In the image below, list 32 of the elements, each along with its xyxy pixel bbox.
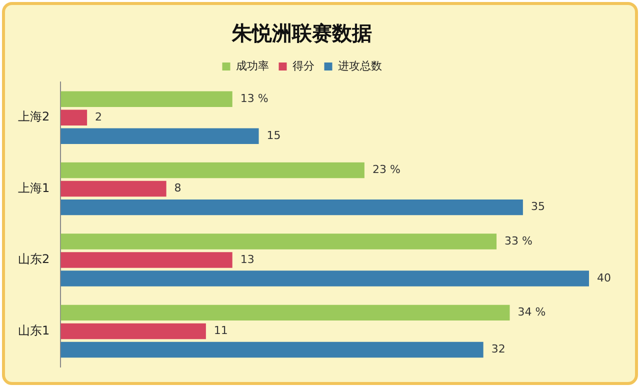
- bar: [60, 110, 88, 126]
- bar: [60, 342, 484, 358]
- bar: [60, 304, 510, 321]
- bar: [60, 91, 232, 107]
- data-label: 8: [174, 182, 182, 195]
- data-label: 11: [214, 324, 228, 338]
- data-label: 35: [530, 200, 545, 214]
- bar: [60, 234, 497, 250]
- data-label: 2: [95, 110, 102, 124]
- chart-title: 朱悦洲联赛数据: [231, 21, 372, 46]
- bar: [60, 128, 259, 144]
- data-label: 23 %: [372, 163, 400, 176]
- bar: [60, 199, 523, 216]
- bar: [60, 252, 232, 268]
- bar: [60, 180, 166, 197]
- data-label: 33 %: [504, 234, 532, 248]
- legend-label: 进攻总数: [338, 59, 382, 72]
- bar: [60, 323, 206, 340]
- y-tick-label: 上海2: [18, 110, 50, 124]
- data-label: 13 %: [240, 92, 268, 105]
- data-label: 15: [266, 128, 281, 142]
- data-label: 40: [597, 271, 611, 284]
- legend-label: 得分: [292, 59, 314, 72]
- data-label: 32: [491, 342, 506, 356]
- y-tick-label: 上海1: [18, 180, 50, 195]
- legend-label: 成功率: [236, 59, 269, 72]
- y-tick-label: 山东2: [18, 252, 50, 266]
- bar: [60, 270, 589, 286]
- bar: [60, 162, 364, 178]
- data-label: 13: [240, 252, 254, 266]
- data-label: 34 %: [518, 306, 546, 319]
- y-tick-label: 山东1: [18, 323, 50, 338]
